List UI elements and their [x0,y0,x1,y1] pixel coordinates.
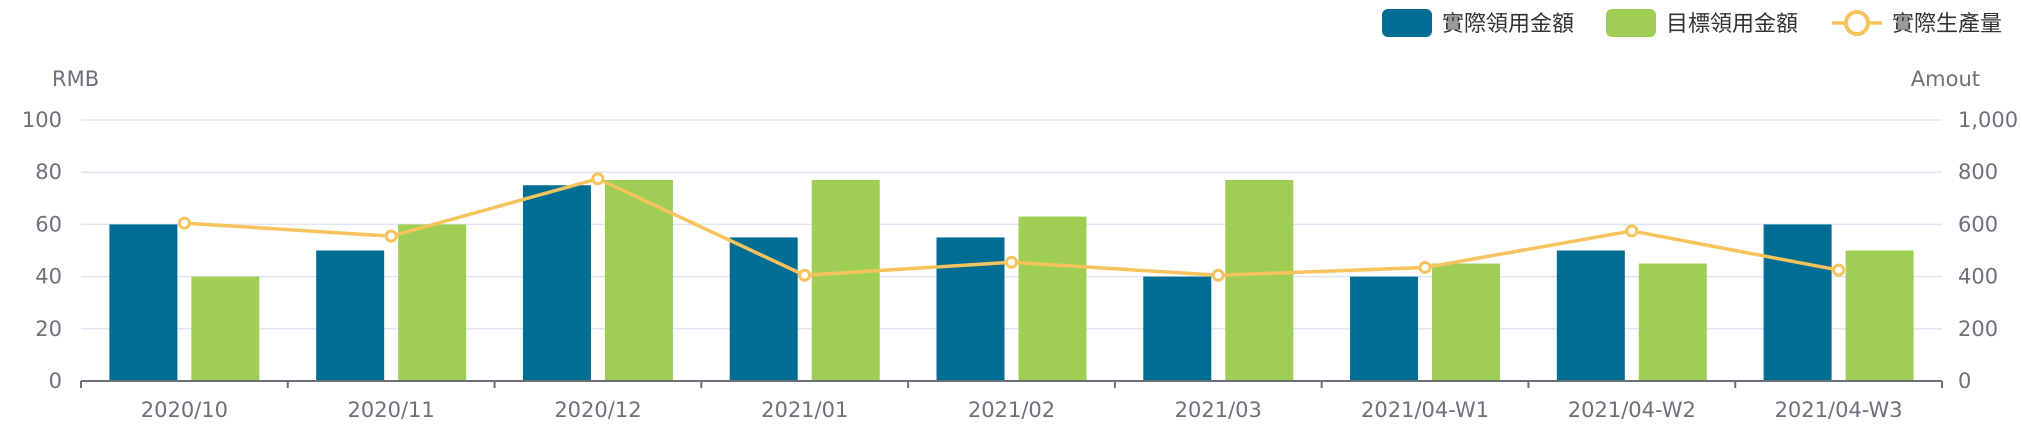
bar [604,180,673,381]
bar [1763,224,1832,381]
line-point [1211,268,1225,282]
line-point [384,229,398,243]
bar [191,276,260,381]
grid-lines [81,119,1942,330]
bar [1638,263,1707,381]
production-line [177,172,1846,282]
legend-label: 實際生產量 [1892,12,2002,37]
y2-tick-label: 0 [1958,369,1971,393]
bar [1018,216,1087,381]
y2-axis-ticks: 0 200 400 600 800 1,000 [1958,108,2018,393]
x-tick-label: 2020/11 [348,398,435,422]
bar [729,237,798,381]
bar [1432,263,1501,381]
y2-tick-label: 1,000 [1958,108,2018,132]
x-tick-label: 2021/02 [968,398,1055,422]
legend-swatch [1382,9,1432,37]
y-tick-label: 20 [35,317,62,341]
x-tick-label: 2021/04-W2 [1568,398,1696,422]
x-tick-label: 2020/10 [141,398,228,422]
x-axis: 2020/10 2020/11 2020/12 2021/01 2021/02 2021/… [80,380,1943,422]
y2-axis-label: Amout [1911,67,1980,91]
y2-tick-label: 600 [1958,212,1998,236]
line-point [1418,260,1432,274]
x-tick-label: 2021/04-W3 [1775,398,1903,422]
y-axis-label: RMB [52,67,99,91]
line-point [1005,255,1018,269]
x-tick-label: 2021/01 [761,398,848,422]
line-point [1625,224,1639,238]
line-point [798,268,812,282]
y2-tick-label: 200 [1958,317,1998,341]
bars [109,180,1914,381]
line-point [177,216,191,230]
bar [1845,250,1914,381]
y-tick-label: 0 [49,369,62,393]
y-tick-label: 100 [22,108,62,132]
y2-tick-label: 400 [1958,265,1998,289]
bar [316,250,385,381]
legend-marker [1844,10,1870,36]
y-axis-ticks: 0 20 40 60 80 100 [22,108,62,393]
bar [1556,250,1625,381]
legend: 實際領用金額 目標領用金額 實際生產量 [1382,9,2002,37]
bar [1225,180,1294,381]
bar [936,237,1005,381]
y2-tick-label: 800 [1958,160,1998,184]
bar [811,180,880,381]
line-point [591,172,605,186]
line-point [1832,263,1846,277]
y-tick-label: 40 [35,265,62,289]
bar [1143,276,1212,381]
x-tick-label: 2020/12 [554,398,641,422]
bar [109,224,178,381]
y-tick-label: 80 [35,160,62,184]
legend-label: 實際領用金額 [1442,12,1574,37]
legend-label: 目標領用金額 [1666,12,1798,37]
bar [398,224,467,381]
bar [522,185,591,381]
x-tick-label: 2021/04-W1 [1361,398,1489,422]
bar [1350,276,1419,381]
legend-swatch [1606,9,1656,37]
y-tick-label: 60 [35,212,62,236]
x-tick-label: 2021/03 [1175,398,1262,422]
